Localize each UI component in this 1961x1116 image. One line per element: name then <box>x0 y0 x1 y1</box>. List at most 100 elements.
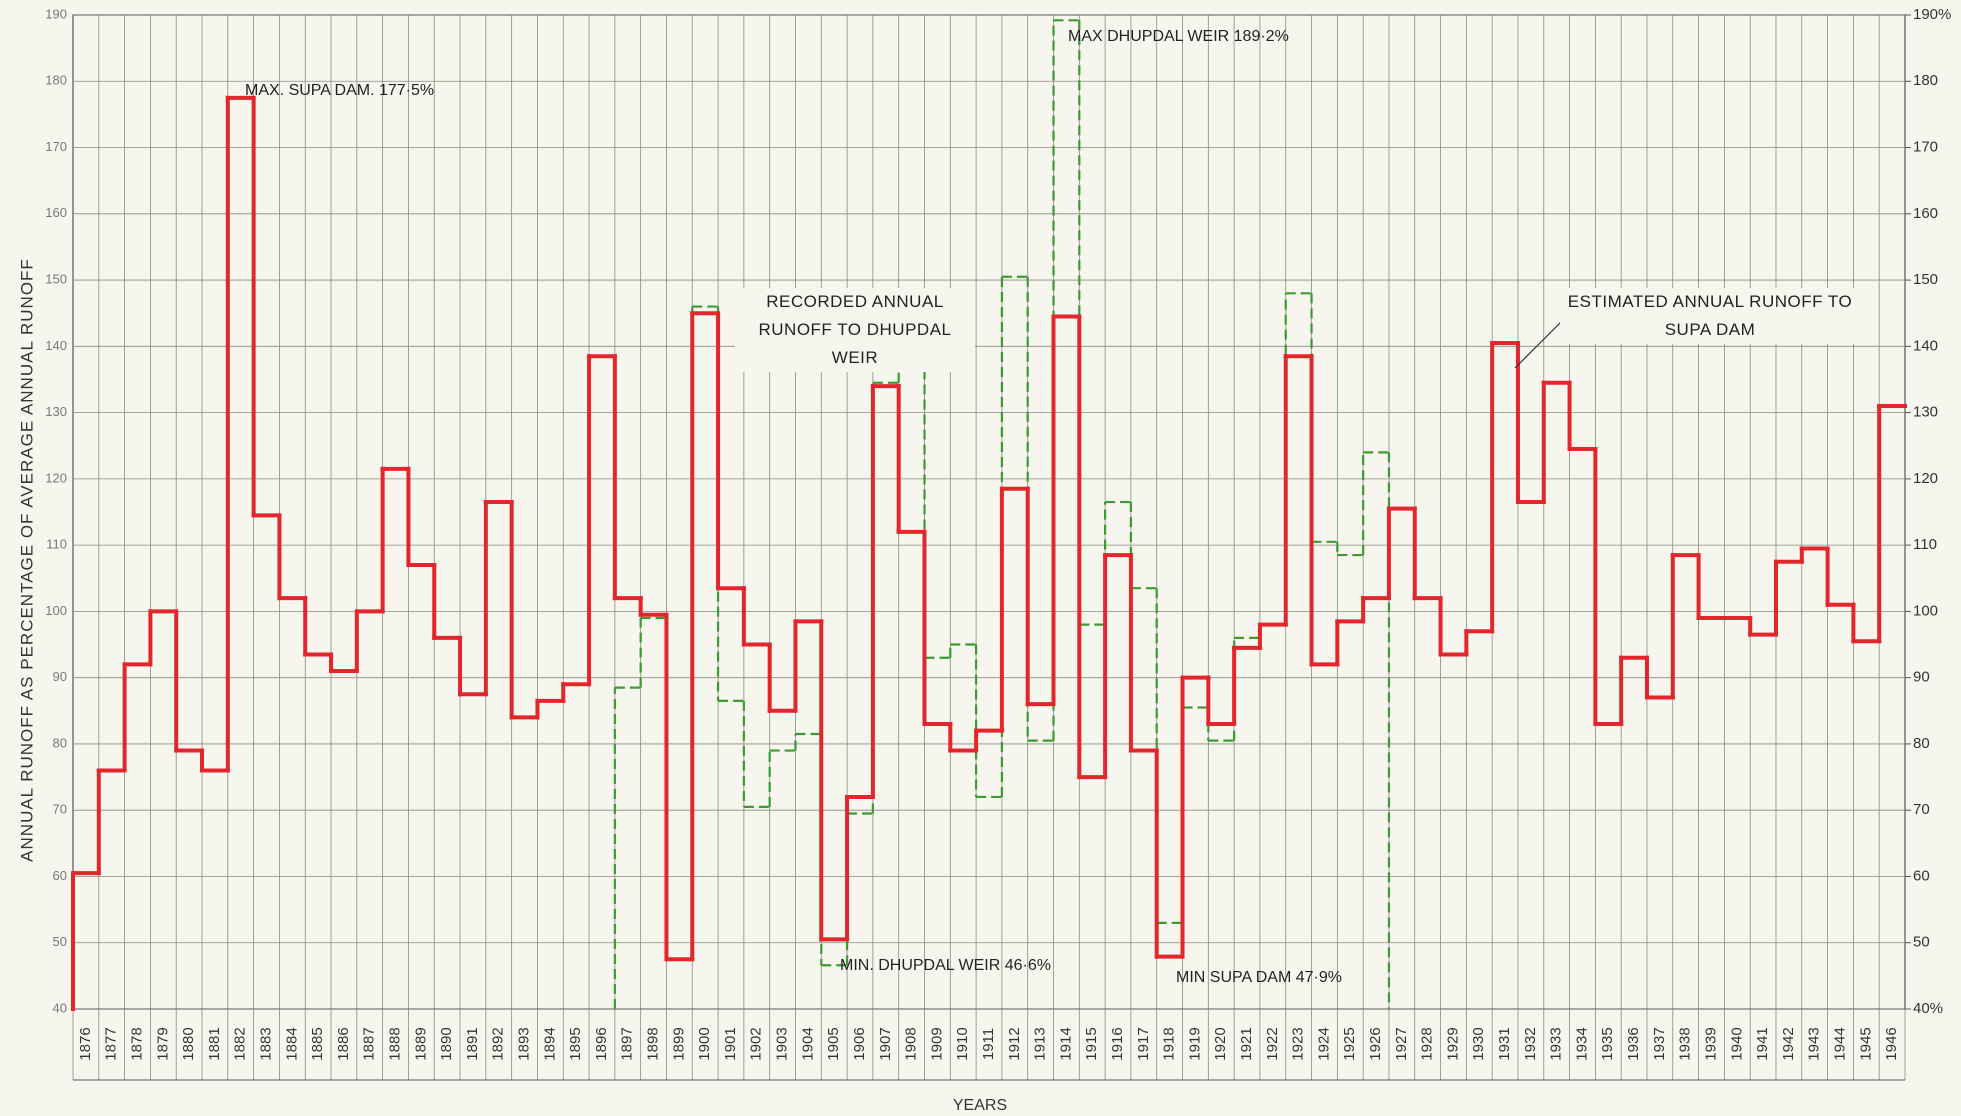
x-tick-label: 1903 <box>774 1027 791 1060</box>
x-tick-label: 1887 <box>361 1027 378 1060</box>
x-tick-label: 1900 <box>696 1027 713 1060</box>
x-tick-label: 1882 <box>232 1027 249 1060</box>
x-tick-label: 1889 <box>412 1027 429 1060</box>
x-tick-label: 1894 <box>541 1027 558 1060</box>
x-tick-label: 1932 <box>1522 1027 1539 1060</box>
x-tick-label: 1910 <box>954 1027 971 1060</box>
x-tick-label: 1909 <box>928 1027 945 1060</box>
x-tick-label: 1942 <box>1780 1027 1797 1060</box>
y-tick-label: 70 <box>53 802 67 817</box>
y2-tick-label: 140 <box>1913 337 1938 354</box>
x-tick-label: 1881 <box>206 1027 223 1060</box>
x-tick-label: 1946 <box>1883 1027 1900 1060</box>
x-tick-label: 1921 <box>1238 1027 1255 1060</box>
x-tick-label: 1935 <box>1599 1027 1616 1060</box>
x-tick-label: 1899 <box>670 1027 687 1060</box>
annotation: MIN SUPA DAM 47·9% <box>1176 969 1342 986</box>
x-tick-label: 1891 <box>464 1027 481 1060</box>
x-tick-label: 1918 <box>1161 1027 1178 1060</box>
y2-tick-label: 60 <box>1913 867 1930 884</box>
y-tick-label: 150 <box>45 272 67 287</box>
x-tick-label: 1937 <box>1651 1027 1668 1060</box>
y-tick-label: 40 <box>53 1000 67 1015</box>
x-tick-label: 1880 <box>180 1027 197 1060</box>
y-tick-label: 180 <box>45 73 67 88</box>
series-label: RECORDED ANNUAL RUNOFF TO DHUPDAL WEIR <box>735 288 975 372</box>
x-tick-label: 1924 <box>1315 1027 1332 1060</box>
y-tick-label: 170 <box>45 139 67 154</box>
y-tick-label: 130 <box>45 404 67 419</box>
x-tick-label: 1936 <box>1625 1027 1642 1060</box>
plot-frame <box>72 14 1906 1010</box>
y2-tick-label: 80 <box>1913 735 1930 752</box>
x-tick-label: 1905 <box>825 1027 842 1060</box>
annotation: MIN. DHUPDAL WEIR 46·6% <box>840 957 1051 974</box>
x-tick-label: 1922 <box>1264 1027 1281 1060</box>
x-tick-label: 1931 <box>1496 1027 1513 1060</box>
x-tick-label: 1925 <box>1341 1027 1358 1060</box>
x-tick-label: 1917 <box>1135 1027 1152 1060</box>
y2-tick-label: 190% <box>1913 6 1951 23</box>
x-tick-label: 1928 <box>1419 1027 1436 1060</box>
x-tick-label: 1885 <box>309 1027 326 1060</box>
x-tick-label: 1906 <box>851 1027 868 1060</box>
y-tick-label: 140 <box>45 338 67 353</box>
y2-tick-label: 40% <box>1913 1000 1943 1017</box>
x-tick-label: 1940 <box>1728 1027 1745 1060</box>
x-tick-label: 1898 <box>645 1027 662 1060</box>
annotation: MAX DHUPDAL WEIR 189·2% <box>1068 28 1289 45</box>
y-tick-label: 190 <box>45 6 67 21</box>
x-tick-label: 1904 <box>799 1027 816 1060</box>
x-tick-label: 1883 <box>257 1027 274 1060</box>
x-tick-label: 1908 <box>903 1027 920 1060</box>
x-tick-label: 1901 <box>722 1027 739 1060</box>
y2-tick-label: 90 <box>1913 669 1930 686</box>
y2-tick-label: 50 <box>1913 934 1930 951</box>
x-tick-label: 1890 <box>438 1027 455 1060</box>
x-tick-label: 1944 <box>1831 1027 1848 1060</box>
x-tick-label: 1892 <box>490 1027 507 1060</box>
y2-tick-label: 150 <box>1913 271 1938 288</box>
y2-tick-label: 100 <box>1913 602 1938 619</box>
y-tick-label: 50 <box>53 934 67 949</box>
x-tick-label: 1877 <box>103 1027 120 1060</box>
y2-tick-label: 110 <box>1913 536 1937 553</box>
x-tick-label: 1897 <box>619 1027 636 1060</box>
x-tick-label: 1919 <box>1186 1027 1203 1060</box>
x-tick-label: 1933 <box>1548 1027 1565 1060</box>
x-tick-label: 1915 <box>1083 1027 1100 1060</box>
x-tick-label: 1895 <box>567 1027 584 1060</box>
x-tick-label: 1929 <box>1444 1027 1461 1060</box>
y-tick-label: 160 <box>45 205 67 220</box>
x-tick-label: 1941 <box>1754 1027 1771 1060</box>
x-tick-label: 1878 <box>128 1027 145 1060</box>
x-tick-label: 1938 <box>1677 1027 1694 1060</box>
y2-tick-label: 170 <box>1913 139 1938 156</box>
x-tick-label: 1927 <box>1393 1027 1410 1060</box>
y2-tick-label: 160 <box>1913 205 1938 222</box>
x-axis-label: YEARS <box>953 1097 1007 1114</box>
x-tick-label: 1902 <box>748 1027 765 1060</box>
x-tick-label: 1886 <box>335 1027 352 1060</box>
x-tick-label: 1884 <box>283 1027 300 1060</box>
y2-tick-label: 130 <box>1913 404 1938 421</box>
y2-tick-label: 180 <box>1913 72 1938 89</box>
x-tick-label: 1914 <box>1057 1027 1074 1060</box>
x-tick-label: 1907 <box>877 1027 894 1060</box>
y2-tick-label: 120 <box>1913 470 1938 487</box>
series-label: ESTIMATED ANNUAL RUNOFF TO SUPA DAM <box>1560 288 1860 344</box>
x-tick-label: 1939 <box>1702 1027 1719 1060</box>
arrow <box>1514 317 1566 369</box>
annotation: MAX. SUPA DAM. 177·5% <box>245 82 434 99</box>
x-tick-label: 1913 <box>1032 1027 1049 1060</box>
x-tick-label: 1930 <box>1470 1027 1487 1060</box>
x-tick-label: 1893 <box>516 1027 533 1060</box>
x-tick-label: 1920 <box>1212 1027 1229 1060</box>
x-tick-label: 1876 <box>77 1027 94 1060</box>
x-tick-label: 1912 <box>1006 1027 1023 1060</box>
y-tick-label: 120 <box>45 470 67 485</box>
x-tick-label: 1934 <box>1573 1027 1590 1060</box>
x-tick-label: 1879 <box>154 1027 171 1060</box>
